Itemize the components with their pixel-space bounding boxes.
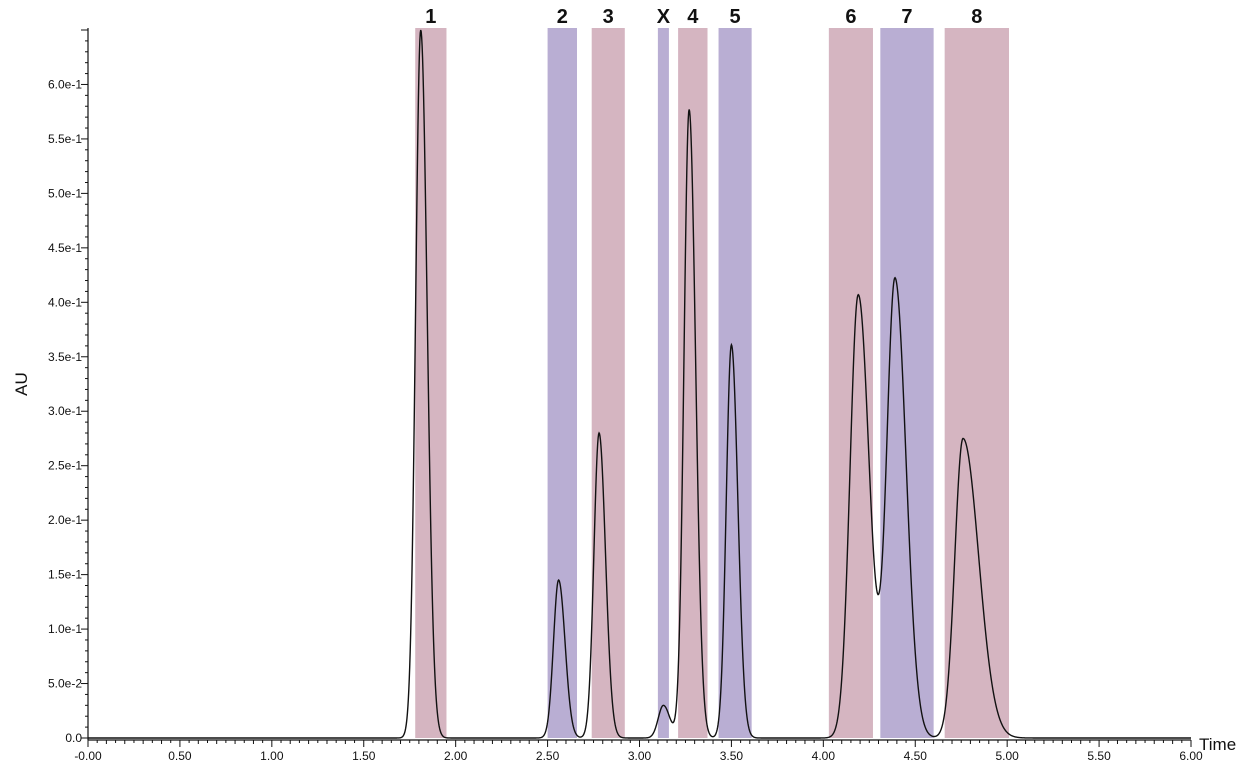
x-tick-label: 1.50 bbox=[352, 749, 376, 763]
peak-label-8: 8 bbox=[971, 6, 982, 28]
x-axis-ticks: -0.00 0.50 1.00 1.50 2.00 2.50 3.00 3.50 4.00 4.5… bbox=[74, 740, 1203, 763]
x-tick-label: 1.00 bbox=[260, 749, 284, 763]
y-axis-ticks: 0.0 5.0e-2 1.0e-1 1.5e-1 2.0e-1 2.5e-1 3.0e-1 3… bbox=[48, 29, 88, 745]
y-tick-label: 1.5e-1 bbox=[48, 568, 82, 582]
peak-label-2: 2 bbox=[557, 6, 568, 28]
x-tick-label: 2.50 bbox=[536, 749, 560, 763]
chromatogram-trace bbox=[88, 29, 1191, 739]
x-tick-label: 5.50 bbox=[1087, 749, 1111, 763]
x-tick-label: 4.00 bbox=[812, 749, 836, 763]
x-tick-label: 2.00 bbox=[444, 749, 468, 763]
y-tick-label: 5.0e-2 bbox=[48, 677, 82, 691]
peak-label-5: 5 bbox=[730, 6, 741, 28]
x-axis-title: Time bbox=[1199, 735, 1236, 754]
y-tick-label: 4.5e-1 bbox=[48, 241, 82, 255]
peak-label-X: X bbox=[657, 6, 671, 28]
x-tick-label: 3.00 bbox=[628, 749, 652, 763]
x-tick-label: 3.50 bbox=[720, 749, 744, 763]
y-tick-label: 3.0e-1 bbox=[48, 404, 82, 418]
x-tick-label: 6.00 bbox=[1179, 749, 1203, 763]
y-tick-label: 3.5e-1 bbox=[48, 350, 82, 364]
y-tick-label: 0.0 bbox=[65, 731, 82, 745]
peak-label-4: 4 bbox=[687, 6, 699, 28]
x-tick-label: 0.50 bbox=[168, 749, 192, 763]
y-tick-label: 5.5e-1 bbox=[48, 132, 82, 146]
peak-band-8 bbox=[944, 28, 1010, 738]
peak-label-3: 3 bbox=[603, 6, 614, 28]
y-tick-label: 5.0e-1 bbox=[48, 186, 82, 200]
peak-band-4 bbox=[678, 28, 708, 738]
peak-label-6: 6 bbox=[845, 6, 856, 28]
x-tick-label: 5.00 bbox=[995, 749, 1019, 763]
x-tick-label: 4.50 bbox=[904, 749, 928, 763]
y-tick-label: 2.5e-1 bbox=[48, 459, 82, 473]
peak-band-X bbox=[657, 28, 669, 738]
peak-band-1 bbox=[415, 28, 447, 738]
axes bbox=[87, 28, 1191, 741]
peak-bands bbox=[415, 28, 1010, 738]
y-tick-label: 4.0e-1 bbox=[48, 295, 82, 309]
peak-label-1: 1 bbox=[425, 6, 436, 28]
y-tick-label: 2.0e-1 bbox=[48, 513, 82, 527]
x-tick-label: -0.00 bbox=[74, 749, 102, 763]
y-tick-label: 6.0e-1 bbox=[48, 77, 82, 91]
peak-label-7: 7 bbox=[901, 6, 912, 28]
y-axis-title: AU bbox=[12, 372, 31, 396]
y-tick-label: 1.0e-1 bbox=[48, 622, 82, 636]
peak-band-2 bbox=[547, 28, 577, 738]
